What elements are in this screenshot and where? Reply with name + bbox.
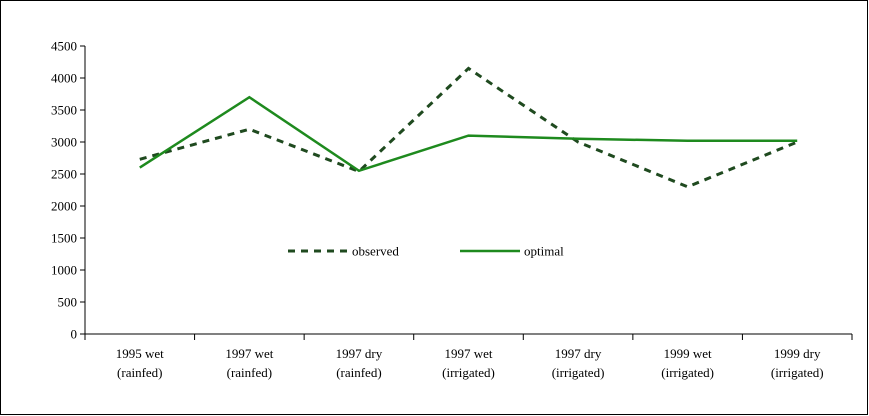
legend-label: optimal: [524, 244, 564, 259]
x-tick-label: (irrigated): [771, 365, 824, 380]
x-tick-label: 1999 dry: [774, 346, 821, 361]
y-tick-label: 2500: [51, 167, 77, 182]
y-tick-label: 3500: [51, 103, 77, 118]
x-tick-label: (rainfed): [336, 365, 381, 380]
series-line: [139, 95, 798, 173]
x-tick-label: (rainfed): [117, 365, 162, 380]
y-tick-label: 1500: [51, 231, 77, 246]
x-tick-label: 1997 wet: [444, 346, 492, 361]
x-tick-label: (irrigated): [442, 365, 495, 380]
x-tick-label: 1995 wet: [116, 346, 164, 361]
x-tick-label: 1997 wet: [225, 346, 273, 361]
x-tick-label: (irrigated): [552, 365, 605, 380]
y-tick-label: 3000: [51, 135, 77, 150]
x-tick-label: (irrigated): [661, 365, 714, 380]
y-tick-label: 500: [58, 295, 78, 310]
y-tick-label: 4000: [51, 71, 77, 86]
x-tick-label: 1999 wet: [664, 346, 712, 361]
legend-label: observed: [352, 244, 399, 259]
x-tick-label: 1997 dry: [555, 346, 602, 361]
y-tick-label: 2000: [51, 199, 77, 214]
series-line: [139, 66, 798, 189]
x-tick-label: 1997 dry: [336, 346, 383, 361]
x-tick-label: (rainfed): [227, 365, 272, 380]
y-tick-label: 0: [71, 327, 78, 342]
y-tick-label: 1000: [51, 263, 77, 278]
y-tick-label: 4500: [51, 39, 77, 54]
